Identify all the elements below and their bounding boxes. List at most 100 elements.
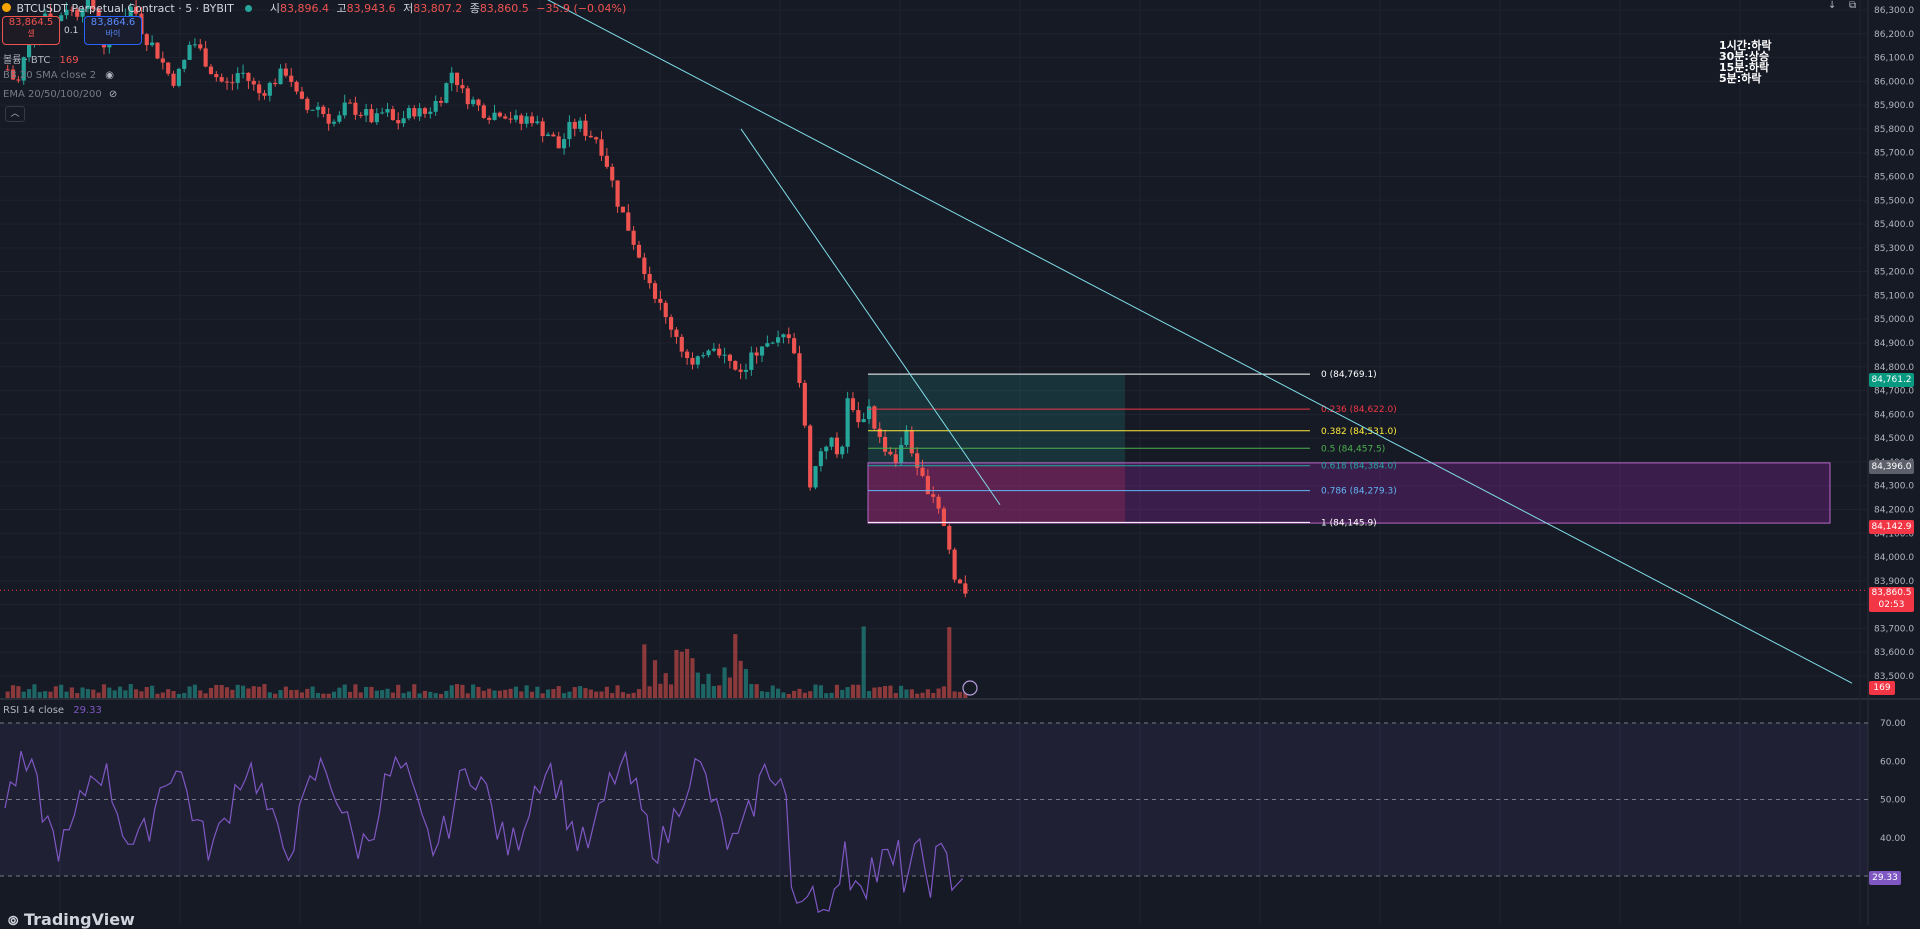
volume-bar	[310, 686, 315, 698]
volume-bars	[5, 626, 968, 698]
note-line: 15분:하락	[1719, 61, 1770, 74]
candle-body	[776, 337, 781, 343]
candle-body	[685, 351, 690, 359]
volume-bar	[679, 651, 684, 698]
candle-body	[556, 136, 561, 149]
candle-body	[444, 83, 449, 103]
candle-body	[198, 44, 203, 49]
volume-bar	[117, 686, 123, 698]
rsi-line	[4, 750, 964, 914]
volume-bar	[374, 690, 379, 698]
candle-body	[818, 451, 823, 467]
candle-body	[808, 425, 813, 488]
volume-bar	[21, 691, 26, 698]
candle-body	[583, 120, 588, 136]
price-tag-rsi: 29.33	[1869, 871, 1901, 885]
volume-bar	[428, 691, 433, 698]
rsi-legend[interactable]: RSI 14 close 29.33	[3, 705, 102, 716]
volume-bar	[289, 690, 294, 698]
volume-bar	[43, 691, 48, 698]
volume-bar	[925, 689, 930, 698]
open-label: 시	[269, 2, 280, 15]
volume-bar	[695, 672, 700, 698]
eye-hidden-icon[interactable]: ⊘	[108, 89, 118, 100]
candle-body	[353, 102, 358, 115]
volume-bar	[610, 693, 615, 698]
candle-body	[273, 82, 278, 85]
volume-bar	[674, 649, 679, 698]
volume-bar	[492, 690, 497, 698]
candle-body	[321, 106, 326, 115]
candle-body	[299, 91, 304, 99]
candle-body	[326, 114, 331, 124]
volume-bar	[850, 684, 856, 698]
volume-bar	[348, 691, 353, 698]
volume-bar	[182, 692, 187, 698]
volume-bar	[176, 693, 181, 698]
candle-body	[455, 72, 460, 86]
volume-bar	[417, 693, 422, 698]
candle-body	[417, 108, 422, 117]
volume-bar	[262, 684, 267, 698]
candle-body	[241, 72, 246, 74]
candle-body	[594, 137, 599, 140]
fibonacci-retracement[interactable]: 0 (84,769.1) 0.236 (84,622.0) 0.382 (84,53…	[868, 370, 1397, 528]
price-tag-last: 83,860.5 02:53	[1869, 587, 1914, 612]
volume-bar	[294, 689, 299, 698]
volume-legend[interactable]: 볼륨 · BTC 169	[3, 51, 79, 66]
fullscreen-icon[interactable]: ⧉	[1849, 0, 1857, 11]
volume-bar	[647, 686, 652, 698]
volume-bar	[765, 691, 770, 698]
volume-bar	[192, 684, 197, 698]
candle-body	[465, 88, 470, 105]
candle-body	[267, 82, 272, 96]
trendlines[interactable]	[0, 0, 1868, 696]
candle-body	[358, 114, 363, 116]
symbol-title[interactable]: BTCUSDT Perpetual Contract · 5 · BYBIT	[16, 2, 234, 15]
candle-body	[834, 437, 839, 455]
eye-icon[interactable]: ◉	[105, 70, 115, 81]
candle-body	[535, 121, 540, 124]
volume-bar	[412, 684, 417, 698]
volume-bar	[465, 693, 470, 698]
sell-price: 83,864.5	[8, 17, 54, 28]
price-tick-label: 84,100.0	[1874, 529, 1914, 539]
bb-legend[interactable]: BB 20 SMA close 2 ◉	[3, 70, 114, 81]
candle-body	[861, 419, 866, 423]
sell-button[interactable]: 83,864.5 셀	[2, 16, 60, 45]
collapse-legend-button[interactable]: ︿	[5, 106, 25, 122]
volume-bar	[342, 684, 347, 698]
candle-body	[786, 334, 791, 339]
volume-bar	[91, 689, 96, 698]
candle-body	[166, 62, 171, 74]
volume-bar	[749, 683, 754, 698]
price-tick-label: 86,200.0	[1874, 30, 1914, 40]
price-tick-label: 84,900.0	[1874, 339, 1914, 349]
volume-bar	[615, 685, 620, 698]
buy-button[interactable]: 83,864.6 바이	[84, 16, 142, 45]
volume-bar	[230, 689, 235, 698]
volume-bar	[524, 685, 529, 698]
volume-bar	[444, 690, 449, 698]
candle-body	[781, 334, 786, 338]
chevron-up-icon: ︿	[10, 109, 20, 119]
candle-body	[230, 82, 235, 84]
ema-legend[interactable]: EMA 20/50/100/200 ⊘	[3, 89, 117, 100]
download-icon[interactable]: ↓	[1828, 0, 1837, 11]
candle-body	[150, 42, 155, 46]
candle-body	[310, 109, 315, 111]
candle-body	[893, 454, 898, 463]
volume-bar	[893, 693, 898, 698]
candle-body	[915, 453, 920, 468]
volume-bar	[738, 660, 743, 698]
price-tick-label: 86,000.0	[1874, 77, 1914, 87]
replay-icon	[962, 680, 978, 696]
volume-bar	[915, 693, 920, 698]
tradingview-logo: ⦾ TradingView	[8, 910, 135, 929]
price-tick-label: 84,800.0	[1874, 363, 1914, 373]
volume-bar	[834, 684, 839, 698]
candle-body	[380, 112, 385, 114]
